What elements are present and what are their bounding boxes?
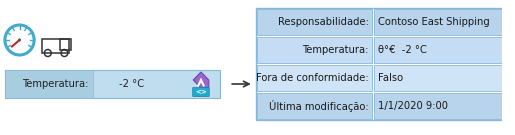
- FancyBboxPatch shape: [256, 9, 372, 35]
- FancyBboxPatch shape: [374, 9, 508, 35]
- FancyBboxPatch shape: [374, 37, 508, 63]
- Text: Falso: Falso: [377, 73, 403, 83]
- FancyBboxPatch shape: [374, 65, 508, 91]
- FancyBboxPatch shape: [193, 87, 209, 97]
- Text: θ°€  -2 °C: θ°€ -2 °C: [377, 45, 426, 55]
- FancyBboxPatch shape: [5, 70, 219, 98]
- Text: Temperatura:: Temperatura:: [23, 79, 89, 89]
- Text: -2 °C: -2 °C: [119, 79, 144, 89]
- Circle shape: [18, 38, 21, 41]
- FancyBboxPatch shape: [5, 70, 93, 98]
- Text: Responsabilidade:: Responsabilidade:: [278, 17, 369, 27]
- Text: Temperatura:: Temperatura:: [302, 45, 369, 55]
- Text: 1/1/2020 9:00: 1/1/2020 9:00: [377, 101, 448, 111]
- Text: Última modificação:: Última modificação:: [269, 100, 369, 112]
- FancyBboxPatch shape: [256, 65, 372, 91]
- Text: Fora de conformidade:: Fora de conformidade:: [256, 73, 369, 83]
- Text: Contoso East Shipping: Contoso East Shipping: [377, 17, 489, 27]
- Text: <>: <>: [195, 89, 207, 95]
- FancyBboxPatch shape: [374, 93, 508, 119]
- FancyBboxPatch shape: [256, 37, 372, 63]
- FancyBboxPatch shape: [256, 93, 372, 119]
- Circle shape: [5, 25, 34, 55]
- Polygon shape: [193, 72, 209, 88]
